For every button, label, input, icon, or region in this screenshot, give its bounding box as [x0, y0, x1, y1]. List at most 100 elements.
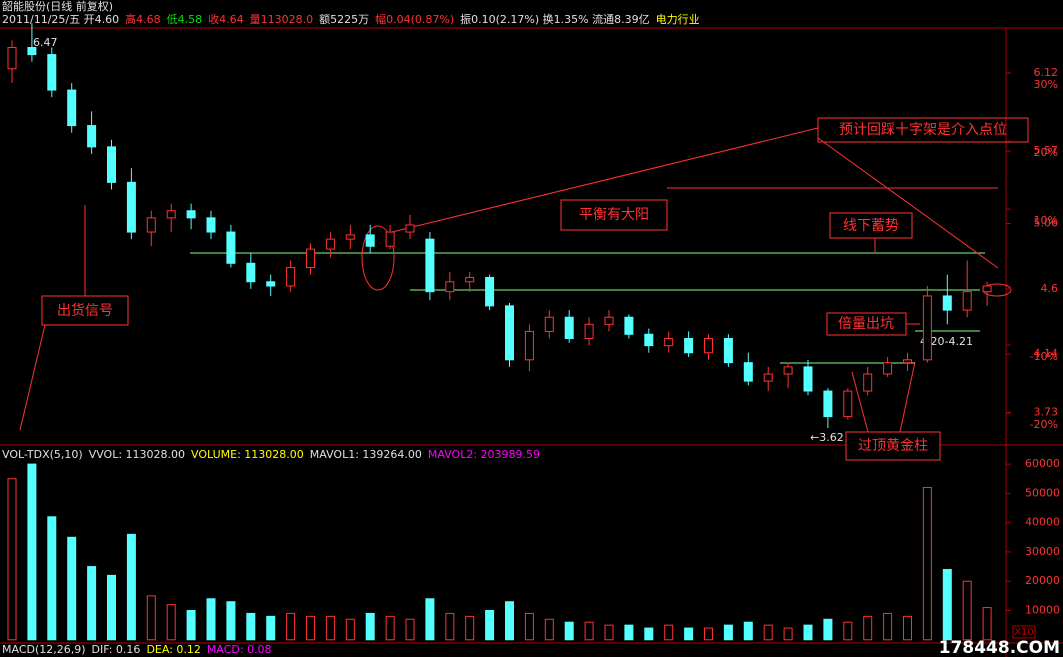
candle-body: [425, 238, 435, 293]
volume-bar: [942, 569, 952, 641]
volume-bar: [306, 615, 315, 641]
candle-body: [505, 305, 514, 361]
candle-body: [47, 54, 57, 91]
segment: 幅0.04(0.87%): [375, 13, 454, 26]
candle-body: [126, 181, 136, 233]
y2-label: 10%: [1034, 214, 1058, 227]
candle-body: [962, 291, 972, 311]
volume-bar: [186, 609, 196, 641]
annotation: 平衡有大阳: [579, 207, 649, 223]
volume-bar: [166, 604, 176, 641]
candle-body: [883, 362, 893, 375]
volume-bar: [803, 624, 813, 641]
candle-body: [27, 46, 37, 56]
segment: 量113028.0: [250, 13, 314, 26]
annotation: 4.20-4.21: [920, 335, 973, 348]
volume-bar: [863, 615, 873, 641]
segment: MAVOL2: 203989.59: [428, 448, 540, 461]
volume-bar: [67, 536, 77, 641]
annotation-box: [845, 431, 941, 461]
volume-bar: [743, 621, 753, 641]
candle-body: [405, 224, 415, 233]
annotation-box: [829, 212, 913, 239]
y-label: 5.06: [1034, 217, 1059, 230]
info-line: 2011/11/25/五 开4.60 高4.68 低4.58 收4.64 量113028…: [2, 12, 700, 26]
segment: 收4.64: [208, 12, 244, 26]
segment: VOL-TDX(5,10): [2, 448, 83, 461]
y-label: 4.14: [1034, 347, 1059, 360]
candle-body: [286, 267, 296, 287]
volume-bar: [107, 574, 116, 641]
volume-bar: [544, 618, 554, 641]
volume-bar: [723, 624, 733, 641]
candle-body: [385, 231, 395, 247]
y-label: 5.57: [1034, 144, 1059, 157]
volume-bar: [704, 627, 713, 641]
volume-bar: [763, 624, 773, 641]
candle-body: [166, 210, 176, 219]
vol-label: 40000: [1025, 516, 1060, 529]
volume-bar: [783, 627, 793, 641]
candle-body: [982, 285, 992, 293]
volume-bar: [345, 618, 355, 641]
vol-label: 10000: [1025, 603, 1060, 616]
candle-body: [7, 46, 17, 70]
volume-bar: [982, 607, 992, 641]
volume-bar: [903, 615, 912, 641]
vol-label: 50000: [1025, 486, 1060, 499]
y2-label: 30%: [1034, 78, 1058, 91]
stock-title: 韶能股份(日线 前复权): [2, 0, 113, 13]
candle-body: [87, 125, 97, 148]
vol-label: 60000: [1025, 457, 1060, 470]
candle-body: [604, 316, 614, 325]
volume-bar: [266, 615, 276, 641]
candle-body: [644, 333, 654, 347]
volume-bar: [962, 580, 972, 641]
watermark: 178448.COM: [939, 638, 1060, 657]
volume-bar: [684, 627, 694, 641]
volume-bar: [644, 627, 654, 641]
macd-line: MACD(12,26,9) DIF: 0.16 DEA: 0.12 MACD: 0.0…: [2, 643, 272, 656]
volume-bar: [584, 621, 594, 641]
segment: MACD: 0.08: [207, 643, 272, 656]
candle-body: [863, 373, 873, 392]
volume-bar: [823, 618, 833, 641]
candle-body: [266, 281, 276, 287]
annotation: 6.47: [33, 36, 58, 49]
volume-bar: [47, 516, 57, 641]
candle-body: [803, 366, 813, 392]
candle-body: [903, 359, 912, 364]
volume-bar: [226, 601, 236, 641]
volume-legend: VOL-TDX(5,10) VVOL: 113028.00 VOLUME: 1130…: [2, 448, 540, 461]
annotation: 倍量出坑: [838, 316, 894, 332]
candle-body: [843, 390, 853, 418]
candle-body: [723, 338, 733, 364]
vol-label: 30000: [1025, 545, 1060, 558]
zoom-box: [1012, 625, 1036, 639]
annotation: 预计回踩十字架是介入点位: [839, 122, 1007, 138]
y2-label: -20%: [1030, 418, 1058, 431]
candle-body: [942, 295, 952, 311]
volume-bar: [286, 612, 296, 641]
volume-bar: [365, 612, 375, 641]
volume-bar: [564, 621, 574, 641]
candle-body: [325, 238, 335, 250]
candle-body: [485, 276, 495, 307]
volume-bar: [425, 598, 435, 641]
volume-bar: [206, 598, 216, 641]
volume-bar: [922, 487, 932, 641]
candle-body: [226, 231, 236, 264]
candle-body: [146, 217, 156, 233]
segment: 振0.10(2.17%) 换1.35% 流通8.39亿: [460, 12, 649, 26]
segment: VVOL: 113028.00: [89, 448, 185, 461]
volume-bar: [385, 615, 395, 641]
volume-bar: [146, 595, 156, 641]
candle-body: [186, 210, 196, 219]
annotation: 出货信号: [57, 302, 113, 319]
segment: 高4.68: [125, 12, 161, 26]
annotation-box: [560, 199, 668, 231]
candle-body: [246, 262, 256, 283]
segment: 低4.58: [167, 13, 203, 26]
candle-body: [445, 281, 455, 293]
